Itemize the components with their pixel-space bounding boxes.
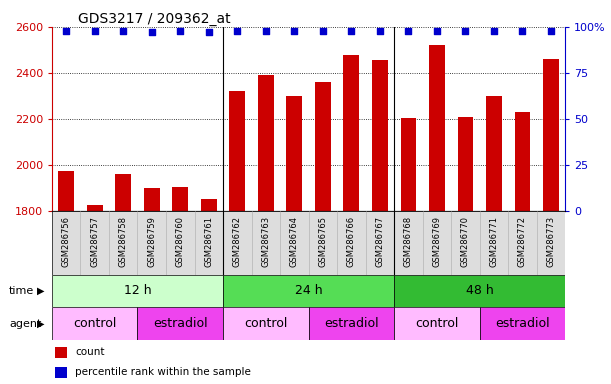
Text: 48 h: 48 h <box>466 285 494 297</box>
Bar <box>52 275 223 307</box>
Text: control: control <box>415 317 458 330</box>
Bar <box>543 59 559 384</box>
Bar <box>59 171 74 384</box>
Text: ▶: ▶ <box>37 318 44 329</box>
Bar <box>172 187 188 384</box>
Bar <box>201 199 216 384</box>
Text: percentile rank within the sample: percentile rank within the sample <box>75 367 251 377</box>
Text: GSM286761: GSM286761 <box>204 216 213 267</box>
Text: GSM286768: GSM286768 <box>404 216 413 267</box>
Text: GSM286758: GSM286758 <box>119 216 128 267</box>
Text: agent: agent <box>9 318 42 329</box>
Bar <box>486 96 502 384</box>
Bar <box>394 275 565 307</box>
Bar <box>458 117 473 384</box>
Bar <box>287 96 302 384</box>
Text: GSM286760: GSM286760 <box>176 216 185 267</box>
Text: GSM286764: GSM286764 <box>290 216 299 267</box>
Bar <box>87 205 103 384</box>
Bar <box>343 55 359 384</box>
Text: GSM286770: GSM286770 <box>461 216 470 267</box>
Point <box>489 28 499 34</box>
Text: GDS3217 / 209362_at: GDS3217 / 209362_at <box>78 12 230 26</box>
Point <box>119 28 128 34</box>
Point <box>318 28 327 34</box>
Point <box>175 28 185 34</box>
Point <box>147 29 156 35</box>
Text: estradiol: estradiol <box>495 317 550 330</box>
Text: GSM286763: GSM286763 <box>262 216 270 267</box>
Point <box>432 28 442 34</box>
Bar <box>137 307 223 340</box>
Text: GSM286757: GSM286757 <box>90 216 99 267</box>
Text: GSM286773: GSM286773 <box>546 216 555 267</box>
Bar <box>514 112 530 384</box>
Text: GSM286769: GSM286769 <box>433 216 441 267</box>
Point <box>204 29 214 35</box>
Bar <box>394 307 480 340</box>
Point <box>461 28 470 34</box>
Text: GSM286767: GSM286767 <box>375 216 384 267</box>
Point <box>518 28 527 34</box>
Text: GSM286766: GSM286766 <box>347 216 356 267</box>
Bar <box>429 45 445 384</box>
Text: control: control <box>73 317 116 330</box>
Bar <box>54 367 67 377</box>
Bar <box>309 307 394 340</box>
Bar <box>258 75 274 384</box>
Bar <box>372 60 388 384</box>
Point <box>232 28 242 34</box>
Point <box>90 28 100 34</box>
Text: ▶: ▶ <box>37 286 44 296</box>
Text: GSM286762: GSM286762 <box>233 216 242 267</box>
Text: 24 h: 24 h <box>295 285 323 297</box>
Point <box>261 28 271 34</box>
Text: GSM286759: GSM286759 <box>147 216 156 267</box>
Text: estradiol: estradiol <box>153 317 208 330</box>
Bar <box>115 174 131 384</box>
Bar <box>52 307 137 340</box>
Bar <box>223 275 394 307</box>
Text: estradiol: estradiol <box>324 317 379 330</box>
Bar <box>144 188 159 384</box>
Bar <box>401 118 416 384</box>
Text: time: time <box>9 286 34 296</box>
Point <box>546 28 556 34</box>
Text: GSM286772: GSM286772 <box>518 216 527 267</box>
Bar <box>54 347 67 358</box>
Point <box>61 28 71 34</box>
Text: GSM286756: GSM286756 <box>62 216 71 267</box>
Bar <box>223 307 309 340</box>
Point <box>375 28 385 34</box>
Bar <box>315 82 331 384</box>
Point <box>346 28 356 34</box>
Text: GSM286765: GSM286765 <box>318 216 327 267</box>
Bar <box>229 91 245 384</box>
Text: 12 h: 12 h <box>123 285 152 297</box>
Text: GSM286771: GSM286771 <box>489 216 499 267</box>
Text: control: control <box>244 317 287 330</box>
Point <box>403 28 413 34</box>
Point <box>290 28 299 34</box>
Bar <box>480 307 565 340</box>
Text: count: count <box>75 347 104 357</box>
